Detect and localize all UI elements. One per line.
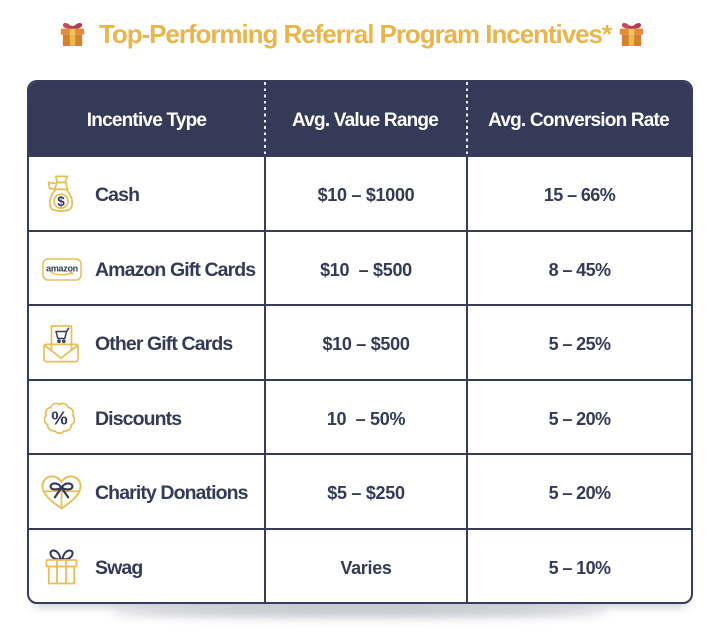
svg-text:%: % bbox=[51, 407, 68, 428]
svg-text:amazon: amazon bbox=[46, 263, 78, 273]
svg-text:$: $ bbox=[57, 194, 65, 209]
